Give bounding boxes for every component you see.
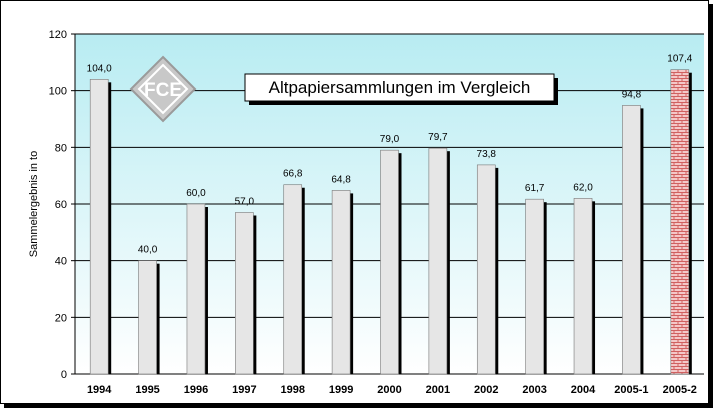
logo-text: FCE	[144, 80, 182, 101]
chart-title: Altpapiersammlungen im Vergleich	[269, 78, 531, 97]
bar-1997	[235, 212, 254, 375]
bar-2003	[525, 198, 544, 375]
y-tick-label: 60	[55, 199, 67, 211]
bar-1996	[186, 203, 206, 375]
x-axis-ticks: 1994 1995 1996 1997 1998 1999 2000 2001 2002 2003…	[87, 384, 697, 396]
x-tick-label: 2002	[474, 384, 498, 396]
frame-shadow-bottom	[4, 404, 713, 408]
y-tick-label: 40	[55, 256, 67, 268]
x-tick-label: 1998	[280, 384, 304, 396]
x-tick-label: 2005-1	[614, 384, 648, 396]
data-label: 79,7	[428, 132, 448, 143]
x-tick-label: 1996	[184, 384, 208, 396]
y-axis-ticks: 0 20 40 60 80 100 120	[49, 29, 75, 381]
bar-2005-1	[622, 105, 641, 375]
data-label: 61,7	[525, 183, 545, 194]
data-label: 94,8	[622, 89, 642, 100]
data-label: 40,0	[138, 245, 158, 256]
x-tick-label: 2003	[522, 384, 546, 396]
x-tick-label: 1999	[329, 384, 353, 396]
bar-1999	[331, 190, 351, 375]
bar-2002	[476, 164, 496, 375]
bar-2004	[573, 198, 593, 375]
data-label: 66,8	[283, 169, 303, 180]
x-tick-label: 2004	[571, 384, 596, 396]
x-tick-label: 1995	[135, 384, 159, 396]
x-tick-label: 2001	[426, 384, 450, 396]
bars	[89, 69, 692, 375]
data-label: 73,8	[477, 149, 497, 160]
bar-1998	[283, 184, 303, 375]
y-axis-label: Sammelergebnis in to	[28, 151, 40, 257]
x-tick-label: 1994	[87, 384, 112, 396]
bar-1994	[89, 79, 109, 375]
y-tick-label: 20	[55, 312, 67, 324]
bar-1995	[138, 260, 157, 375]
y-tick-label: 80	[55, 142, 67, 154]
x-tick-label: 1997	[232, 384, 256, 396]
data-label: 57,0	[235, 197, 255, 208]
y-tick-label: 100	[49, 86, 67, 98]
data-label: 107,4	[667, 54, 692, 65]
y-tick-label: 120	[49, 29, 67, 41]
x-tick-label: 2000	[377, 384, 401, 396]
bar-2001	[428, 147, 448, 375]
bar-2005-2	[670, 69, 690, 375]
data-label: 64,8	[331, 174, 351, 185]
data-label: 79,0	[380, 134, 400, 145]
data-label: 60,0	[186, 188, 206, 199]
y-tick-label: 0	[61, 369, 67, 381]
bar-2000	[380, 149, 399, 375]
frame-shadow-right	[709, 4, 713, 408]
title-box	[244, 73, 555, 102]
data-label: 62,0	[573, 182, 593, 193]
club-logo-icon: FCE	[129, 55, 197, 123]
data-label: 104,0	[87, 63, 112, 74]
data-labels: 104,0 40,0 60,0 57,0 66,8 64,8 79,0 79,7 73,8 61,…	[87, 54, 693, 256]
x-tick-label: 2005-2	[663, 384, 697, 396]
